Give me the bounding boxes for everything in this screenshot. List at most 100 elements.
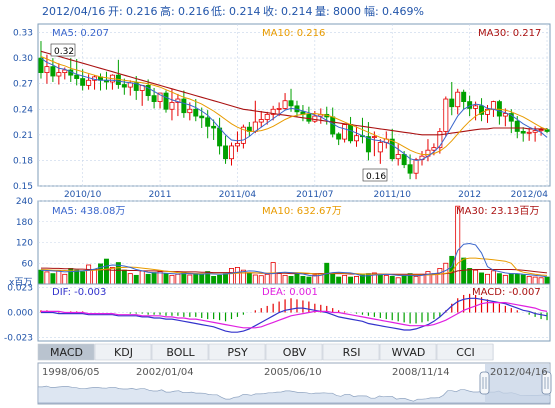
volume-unit-label: x百万 (9, 277, 32, 288)
header-date: 2012/04/16 (42, 5, 105, 18)
volume-bar (496, 273, 502, 285)
candle-body (348, 124, 354, 142)
price-x-ticks: 2010/10 2011 2011/04 2011/07 2011/10 2012 2012… (64, 190, 548, 200)
candle-body (520, 131, 526, 134)
candle-body (455, 91, 461, 108)
volume-panel: 60 120 180 240 MA5: 438.08万 MA10: 632.67万 M… (9, 197, 551, 288)
volume-ma30-label: MA30: 23.13百万 (456, 205, 539, 217)
candle-body (193, 108, 199, 117)
header-close: 0.214 (281, 5, 313, 18)
volume-bar (169, 274, 175, 285)
macd-y-tick-label: -0.023 (4, 334, 33, 344)
candle-body (282, 100, 288, 109)
candle-body (205, 117, 211, 127)
volume-bar (514, 273, 520, 285)
trough-annotation: 0.16 (362, 168, 388, 182)
volume-bar (163, 273, 169, 285)
volume-bar (175, 273, 181, 285)
timeline-date-2: 2002/01/04 (136, 367, 194, 378)
tab-macd[interactable]: MACD (50, 346, 83, 359)
volume-moving-averages (40, 242, 548, 278)
tab-boll[interactable]: BOLL (166, 346, 195, 359)
candle-body (401, 154, 407, 166)
volume-bar (50, 273, 56, 285)
volume-bar (401, 274, 407, 285)
volume-bar (425, 271, 431, 285)
candle-body (479, 105, 485, 115)
timeline-left-handle[interactable] (479, 371, 490, 395)
header-change: 0.469% (382, 5, 424, 18)
volume-bar (56, 270, 62, 285)
timeline-selection[interactable] (485, 364, 549, 403)
tab-wvad[interactable]: WVAD (392, 346, 426, 359)
tab-cci[interactable]: CCI (456, 346, 475, 359)
price-ma5-line (40, 57, 548, 161)
volume-bar (217, 274, 223, 285)
candle-body (490, 101, 496, 110)
volume-bar (413, 275, 419, 285)
candle-body (288, 100, 294, 107)
candle-body (508, 113, 514, 122)
volume-bar (133, 274, 139, 285)
volume-ma10-label: MA10: 632.67万 (262, 206, 342, 217)
volume-bar (538, 277, 544, 285)
timeline-navigator[interactable]: 1998/06/05 2002/01/04 2005/06/10 2008/11… (37, 362, 552, 405)
candle-body (229, 145, 234, 160)
timeline-right-handle[interactable] (541, 371, 552, 395)
header-high-label: 高: (160, 4, 175, 18)
volume-bar (258, 275, 264, 285)
macd-dif-line (41, 297, 548, 333)
peak-annotation-text: 0.32 (54, 47, 74, 57)
timeline-date-4: 2008/11/14 (392, 367, 450, 378)
price-ma10-line (40, 55, 548, 155)
header-volume-label: 量: (315, 5, 330, 18)
tab-kdj[interactable]: KDJ (114, 346, 133, 359)
trough-annotation-text: 0.16 (366, 172, 386, 182)
candle-body (389, 138, 395, 160)
timeline-right-handle-grip[interactable] (541, 371, 552, 395)
price-y-ticks: 0.15 0.18 0.21 0.24 0.27 0.30 0.33 (13, 29, 33, 192)
macd-y-tick-label: 0.000 (7, 309, 33, 319)
candle-body (163, 92, 169, 110)
candle-body (514, 120, 520, 132)
price-y-tick-label: 0.30 (13, 54, 33, 64)
header-high: 0.216 (178, 5, 210, 18)
timeline-date-1: 1998/06/05 (42, 367, 100, 378)
volume-bar (544, 276, 550, 285)
tab-cci-bg (436, 343, 494, 361)
volume-bar (282, 274, 288, 285)
volume-bar (437, 268, 443, 285)
tab-macd-bg (37, 343, 95, 361)
candle-body (449, 98, 455, 108)
candle-body (270, 108, 276, 115)
volume-bar (276, 273, 282, 285)
candle-body (413, 159, 419, 174)
tab-rsi-bg (322, 343, 380, 361)
volume-bar (508, 273, 514, 285)
volume-bar (211, 275, 217, 285)
tab-rsi[interactable]: RSI (343, 346, 361, 359)
tab-obv[interactable]: OBV (283, 346, 307, 359)
header-close-label: 收: (263, 4, 278, 18)
candle-body (395, 154, 401, 160)
candle-body (234, 142, 240, 147)
volume-bar (252, 274, 258, 285)
candle-body (407, 164, 413, 174)
volume-bar (485, 273, 490, 285)
price-x-tick-label: 2011/07 (296, 190, 333, 200)
volume-grid (38, 200, 550, 264)
volume-y-ticks: 60 120 180 240 (16, 197, 33, 269)
volume-bar (348, 276, 354, 285)
volume-bar (44, 271, 50, 285)
timeline-date-3: 2005/06/10 (264, 367, 322, 378)
timeline-left-handle-grip[interactable] (479, 371, 490, 395)
volume-bar (38, 269, 44, 285)
tab-psy[interactable]: PSY (227, 346, 248, 359)
tab-wvad-bg (379, 343, 437, 361)
header-change-label: 幅: (364, 5, 379, 18)
timeline-history-area (37, 385, 551, 404)
candle-body (74, 74, 80, 79)
candle-body (306, 113, 312, 122)
volume-bar (467, 268, 473, 285)
candle-body (365, 136, 371, 153)
